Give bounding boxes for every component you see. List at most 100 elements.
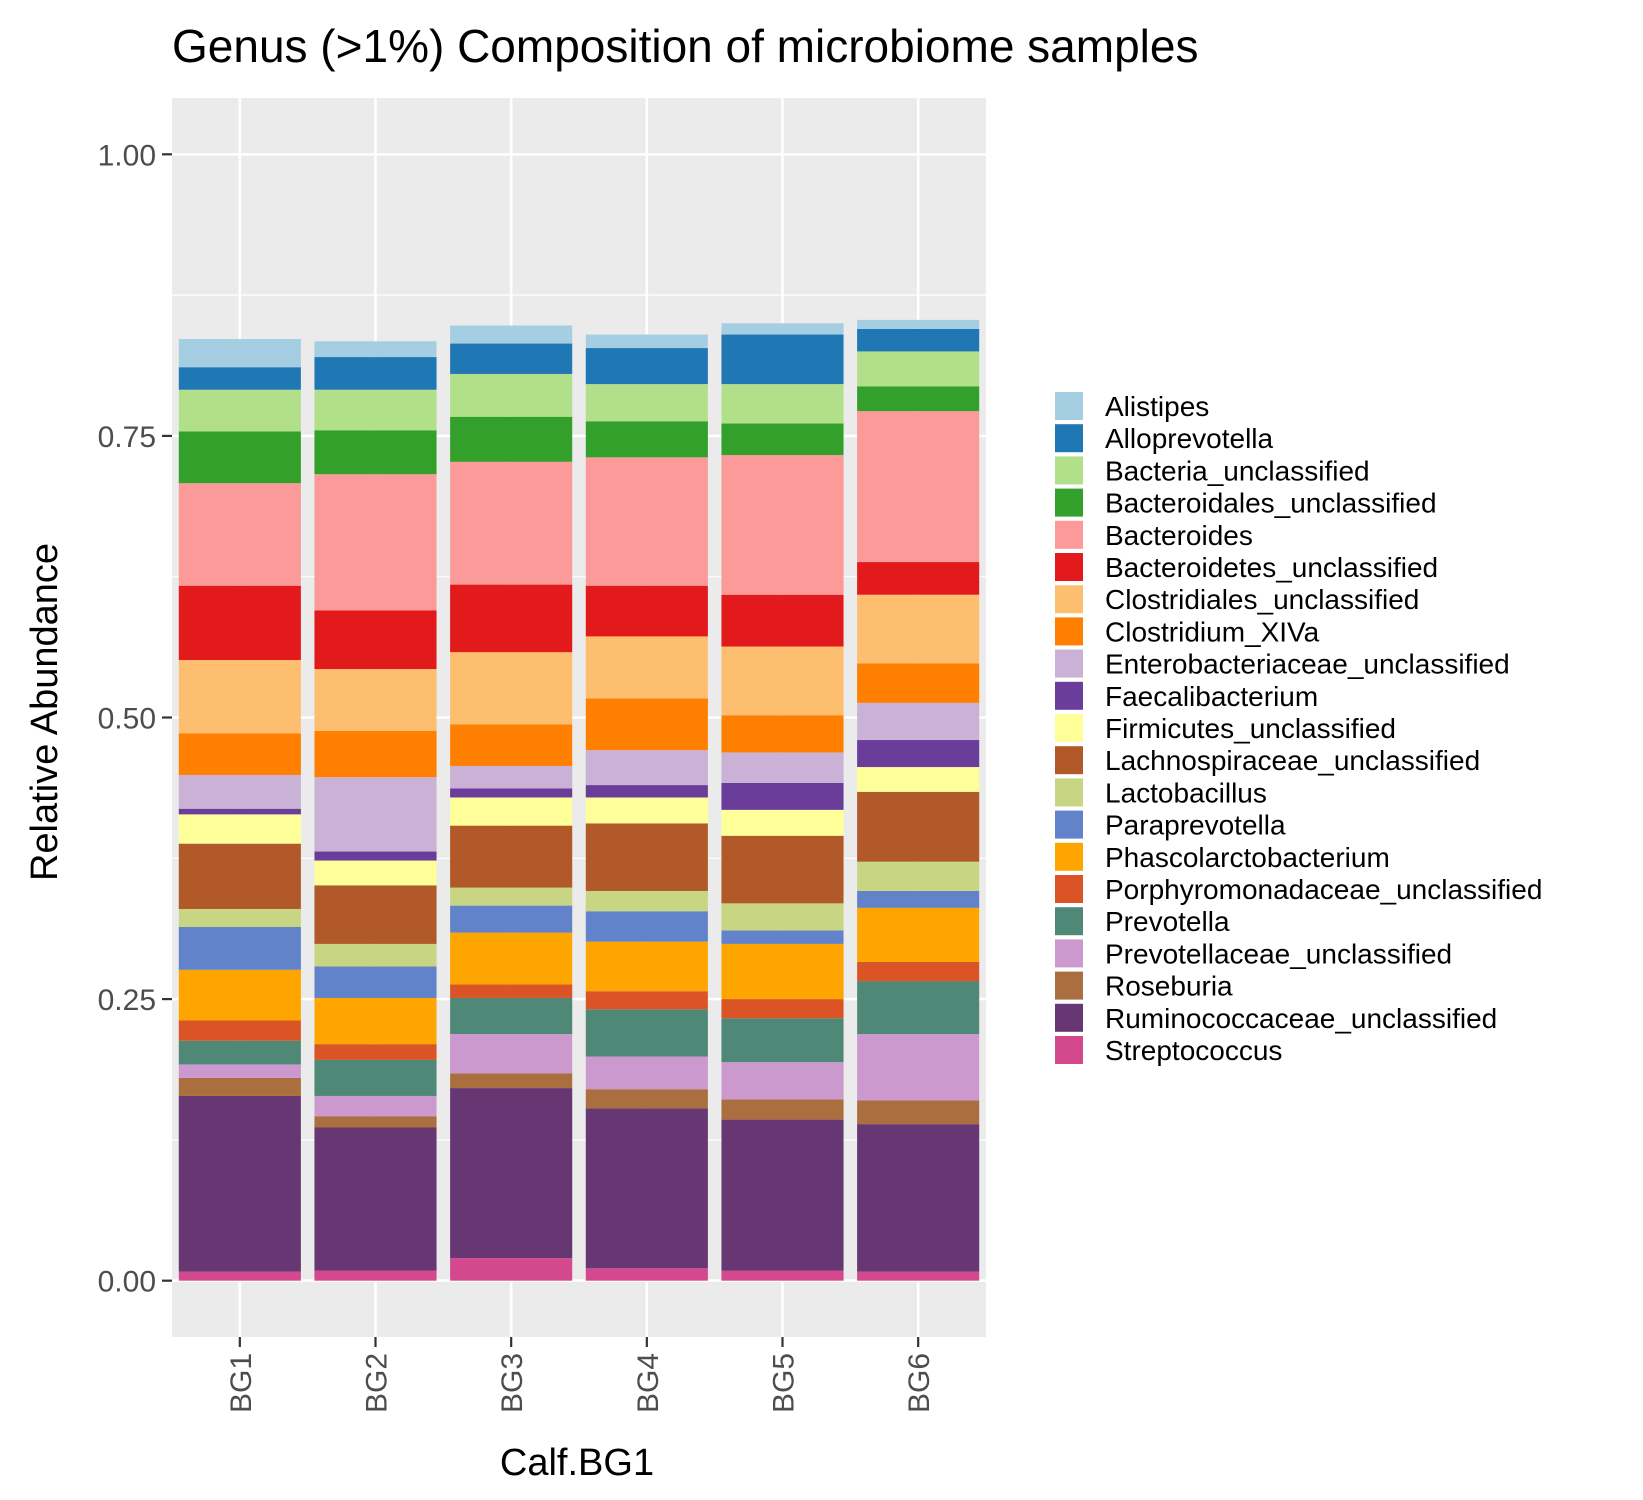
legend-item: Alistipes <box>1055 391 1209 422</box>
bar-segment-faecalibacterium <box>314 851 437 861</box>
bar-segment-prevotella <box>450 997 573 1035</box>
bar-segment-firmicutes-unclassified <box>585 797 708 824</box>
bar-segment-bacteroides <box>450 461 573 585</box>
bar-segment-bacteria-unclassified <box>721 384 844 424</box>
bar-segment-lactobacillus <box>857 861 980 891</box>
legend-item: Firmicutes_unclassified <box>1055 713 1396 744</box>
bar-segment-lactobacillus <box>314 943 437 967</box>
bar-segment-bacteria-unclassified <box>450 373 573 417</box>
legend-key <box>1055 875 1083 903</box>
legend-key <box>1055 456 1083 485</box>
bar-segment-phascolarctobacterium <box>450 932 573 985</box>
bar-segment-faecalibacterium <box>450 788 573 798</box>
legend-label: Alloprevotella <box>1105 423 1274 454</box>
bar-stack-bg3 <box>450 325 573 1281</box>
bar-segment-lactobacillus <box>450 887 573 906</box>
bar-segment-clostridiales-unclassified <box>585 636 708 699</box>
bar-segment-lactobacillus <box>721 903 844 931</box>
bar-segment-faecalibacterium <box>178 808 301 815</box>
legend-label: Roseburia <box>1105 971 1233 1002</box>
bar-segment-alloprevotella <box>450 343 573 374</box>
bar-segment-streptococcus <box>585 1268 708 1281</box>
legend-item: Enterobacteriaceae_unclassified <box>1055 649 1510 680</box>
x-tick-label: BG1 <box>225 1353 258 1413</box>
bar-segment-clostridiales-unclassified <box>178 660 301 734</box>
bar-segment-bacteroidales-unclassified <box>314 430 437 475</box>
bar-segment-bacteroidales-unclassified <box>857 386 980 412</box>
bar-segment-alistipes <box>721 323 844 335</box>
bar-segment-streptococcus <box>450 1258 573 1281</box>
bar-segment-bacteria-unclassified <box>178 389 301 432</box>
bar-segment-ruminococcaceae-unclassified <box>314 1127 437 1271</box>
bar-segment-roseburia <box>721 1099 844 1120</box>
legend-key <box>1055 714 1083 742</box>
bar-segment-lachnospiraceae-unclassified <box>314 885 437 944</box>
legend-key <box>1055 810 1083 839</box>
x-axis-title: Calf.BG1 <box>500 1442 654 1484</box>
bar-segment-phascolarctobacterium <box>721 943 844 1000</box>
bar-segment-prevotellaceae-unclassified <box>585 1056 708 1090</box>
legend-key <box>1055 681 1083 710</box>
legend-item: Ruminococcaceae_unclassified <box>1055 1003 1497 1034</box>
bar-segment-clostridiales-unclassified <box>314 669 437 732</box>
bar-segment-roseburia <box>857 1100 980 1125</box>
legend-key <box>1055 649 1083 678</box>
legend-key <box>1055 585 1083 614</box>
bar-segment-alistipes <box>178 339 301 368</box>
chart-title: Genus (>1%) Composition of microbiome sa… <box>172 20 1198 72</box>
legend-label: Enterobacteriaceae_unclassified <box>1105 649 1510 680</box>
bar-segment-ruminococcaceae-unclassified <box>178 1095 301 1272</box>
bar-segment-firmicutes-unclassified <box>721 809 844 836</box>
bar-segment-bacteroidetes-unclassified <box>721 594 844 647</box>
bar-segment-prevotella <box>178 1040 301 1065</box>
x-tick-label: BG2 <box>361 1353 394 1413</box>
legend-label: Bacteria_unclassified <box>1105 455 1370 486</box>
bar-segment-ruminococcaceae-unclassified <box>857 1124 980 1272</box>
bar-segment-prevotellaceae-unclassified <box>721 1062 844 1100</box>
y-tick-label: 0.50 <box>98 703 156 736</box>
bar-segment-alistipes <box>857 319 980 329</box>
legend-item: Bacteria_unclassified <box>1055 455 1370 486</box>
bar-segment-bacteria-unclassified <box>314 389 437 431</box>
legend-key <box>1055 939 1083 968</box>
bar-segment-clostridium-xiva <box>178 733 301 775</box>
legend-label: Clostridiales_unclassified <box>1105 584 1419 615</box>
bar-segment-clostridium-xiva <box>450 724 573 766</box>
bar-segment-porphyromonadaceae-unclassified <box>314 1044 437 1060</box>
legend: AlistipesAlloprevotellaBacteria_unclassi… <box>1055 391 1542 1066</box>
legend-item: Bacteroides <box>1055 520 1253 551</box>
legend-label: Lactobacillus <box>1105 777 1267 808</box>
legend-label: Prevotella <box>1105 906 1230 937</box>
bar-segment-firmicutes-unclassified <box>314 860 437 886</box>
bar-segment-ruminococcaceae-unclassified <box>450 1088 573 1259</box>
bar-segment-bacteroidetes-unclassified <box>585 585 708 637</box>
legend-key <box>1055 553 1083 581</box>
legend-key <box>1055 778 1083 807</box>
bar-segment-prevotella <box>721 1018 844 1063</box>
legend-label: Ruminococcaceae_unclassified <box>1105 1003 1497 1034</box>
bar-segment-clostridiales-unclassified <box>721 646 844 716</box>
x-tick-label: BG4 <box>632 1353 665 1413</box>
legend-label: Bacteroides <box>1105 520 1253 551</box>
bar-segment-alloprevotella <box>178 367 301 390</box>
bar-segment-bacteroidales-unclassified <box>585 421 708 458</box>
y-tick-label: 1.00 <box>98 139 156 172</box>
bar-segment-roseburia <box>314 1116 437 1128</box>
x-tick-label: BG6 <box>903 1353 936 1413</box>
legend-key <box>1055 1036 1083 1064</box>
legend-item: Lachnospiraceae_unclassified <box>1055 745 1480 776</box>
legend-label: Streptococcus <box>1105 1035 1282 1066</box>
bar-stack-bg1 <box>178 339 301 1281</box>
legend-item: Bacteroidales_unclassified <box>1055 488 1437 519</box>
bar-segment-prevotellaceae-unclassified <box>178 1064 301 1078</box>
bar-segment-streptococcus <box>721 1270 844 1281</box>
legend-item: Faecalibacterium <box>1055 681 1318 712</box>
x-axis: BG1 BG2 BG3 BG4 BG5 BG6 <box>225 1337 936 1413</box>
bar-segment-bacteroides <box>178 483 301 586</box>
bar-segment-ruminococcaceae-unclassified <box>721 1119 844 1271</box>
bar-segment-enterobacteriaceae-unclassified <box>178 774 301 809</box>
bar-segment-paraprevotella <box>178 927 301 970</box>
legend-label: Lachnospiraceae_unclassified <box>1105 745 1480 776</box>
legend-label: Paraprevotella <box>1105 810 1286 841</box>
